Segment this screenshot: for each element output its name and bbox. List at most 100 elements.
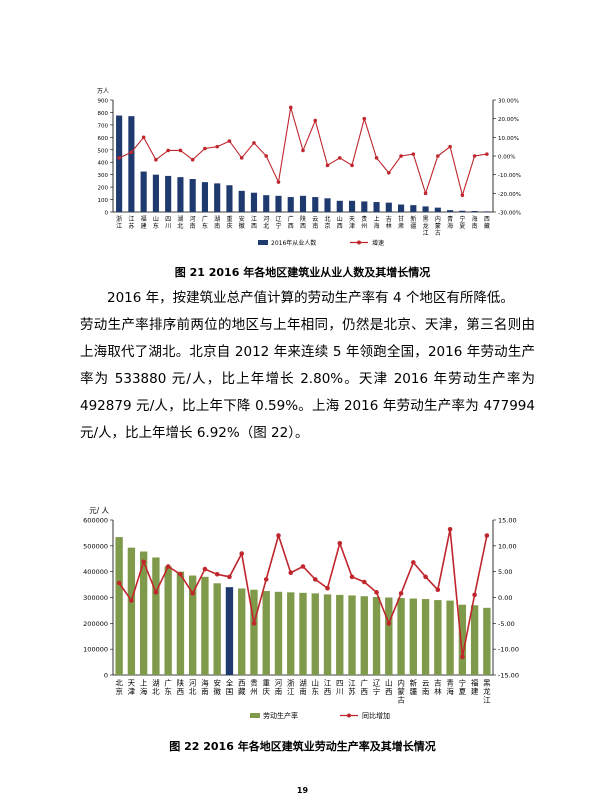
employment-chart-svg: 万人 0 100 200 300 400 500 600 700 800 900 -30.00% -20… xyxy=(97,88,521,247)
x-category-label: 贵 xyxy=(361,215,367,223)
x-category-label: 陕 xyxy=(177,678,185,688)
growth-point xyxy=(116,580,122,586)
x-category-label: 江 xyxy=(348,679,356,688)
x-category-label: 全 xyxy=(226,678,234,688)
x-category-label: 海 xyxy=(447,222,453,230)
bar xyxy=(238,190,245,212)
bar xyxy=(311,593,319,675)
bar xyxy=(213,583,221,675)
x-category-label: 西 xyxy=(251,223,257,230)
left-tick-label: 400 xyxy=(98,161,109,167)
growth-point xyxy=(374,590,379,595)
growth-point xyxy=(325,163,330,168)
x-category-label: 苏 xyxy=(348,686,356,696)
bar xyxy=(483,211,490,212)
bar xyxy=(201,576,209,675)
x-category-label: 肃 xyxy=(398,222,404,230)
x-category-label: 内 xyxy=(397,678,405,688)
x-category-label: 黑 xyxy=(423,216,429,223)
growth-point xyxy=(214,571,220,577)
bar xyxy=(336,200,343,212)
bar xyxy=(287,197,294,212)
x-category-label: 江 xyxy=(251,216,257,223)
left-tick-label: 900 xyxy=(98,99,109,105)
x-category-label: 河 xyxy=(263,215,269,223)
bar xyxy=(312,197,319,212)
x-category-label: 浙 xyxy=(287,678,295,688)
x-category-label: 重 xyxy=(226,215,232,223)
x-category-label: 海 xyxy=(472,215,478,223)
bar xyxy=(348,200,356,212)
x-category-label: 海 xyxy=(374,222,380,230)
growth-point xyxy=(215,144,219,149)
bar xyxy=(140,171,147,212)
x-category-label: 西 xyxy=(361,687,369,696)
growth-point xyxy=(472,154,477,158)
x-category-label: 福 xyxy=(141,215,147,223)
growth-point xyxy=(349,574,355,580)
x-category-label: 北 xyxy=(152,687,160,696)
x-category-label: 京 xyxy=(325,222,331,230)
x-category-label: 疆 xyxy=(410,687,418,696)
growth-point xyxy=(288,570,294,575)
growth-point xyxy=(288,105,293,110)
x-category-label: 河 xyxy=(189,679,197,688)
bar xyxy=(165,175,172,212)
growth-point xyxy=(399,154,403,158)
x-category-label: 青 xyxy=(447,215,453,223)
right-tick-label: -30.00% xyxy=(498,211,521,217)
bar xyxy=(274,591,283,675)
right-tick-label: 15.00 xyxy=(498,517,517,525)
growth-point xyxy=(423,191,428,196)
bar xyxy=(434,207,441,212)
productivity-chart: 元/ 人 0 100000 200000 300000 400000 500000 60000… xyxy=(0,505,605,730)
x-category-label: 西 xyxy=(238,679,246,688)
legend-line-label: 增速 xyxy=(372,239,384,247)
x-category-label: 建 xyxy=(141,222,147,230)
x-category-label: 西 xyxy=(337,223,343,230)
x-category-label: 四 xyxy=(165,216,171,223)
growth-point xyxy=(435,587,441,593)
x-category-label: 安 xyxy=(213,678,221,688)
legend-line-marker xyxy=(357,240,361,245)
figure21-caption: 图 21 2016 年各地区建筑业从业人数及其增长情况 xyxy=(174,266,431,279)
x-category-label: 上 xyxy=(140,679,148,688)
right-tick-label: -15.00 xyxy=(498,672,519,680)
growth-point xyxy=(154,157,158,162)
growth-point xyxy=(203,146,207,151)
growth-point xyxy=(129,150,134,155)
bar xyxy=(128,116,135,212)
x-category-label: 江 xyxy=(483,696,491,705)
left-tick-label: 400000 xyxy=(83,568,108,576)
bar xyxy=(446,600,454,675)
x-category-label: 海 xyxy=(201,678,209,688)
x-category-label: 山 xyxy=(312,678,320,688)
left-tick-label: 600 xyxy=(98,136,109,142)
x-category-label: 京 xyxy=(115,686,123,696)
growth-point xyxy=(252,141,256,145)
x-category-label: 湖 xyxy=(177,215,183,223)
bar xyxy=(372,596,381,675)
growth-point xyxy=(141,559,146,565)
x-category-label: 夏 xyxy=(459,223,465,230)
bar xyxy=(299,592,307,675)
x-category-label: 龙 xyxy=(423,222,429,230)
growth-point xyxy=(263,577,269,582)
x-category-label: 辽 xyxy=(373,679,381,688)
x-category-label: 河 xyxy=(190,215,196,223)
bar xyxy=(299,195,307,212)
right-tick-label: -20.00% xyxy=(498,192,521,198)
bar xyxy=(483,607,491,675)
growth-point xyxy=(362,116,367,121)
growth-point xyxy=(166,148,170,153)
x-category-label: 新 xyxy=(410,678,418,688)
bar xyxy=(447,210,454,212)
growth-point xyxy=(447,527,453,532)
growth-point xyxy=(361,579,367,585)
x-category-label: 宁 xyxy=(459,678,467,688)
productivity-chart-svg: 元/ 人 0 100000 200000 300000 400000 500000 60000… xyxy=(83,506,519,720)
x-category-label: 吉 xyxy=(386,216,392,223)
x-category-label: 陕 xyxy=(300,215,306,223)
x-category-label: 徽 xyxy=(213,686,221,696)
growth-point xyxy=(423,574,428,580)
